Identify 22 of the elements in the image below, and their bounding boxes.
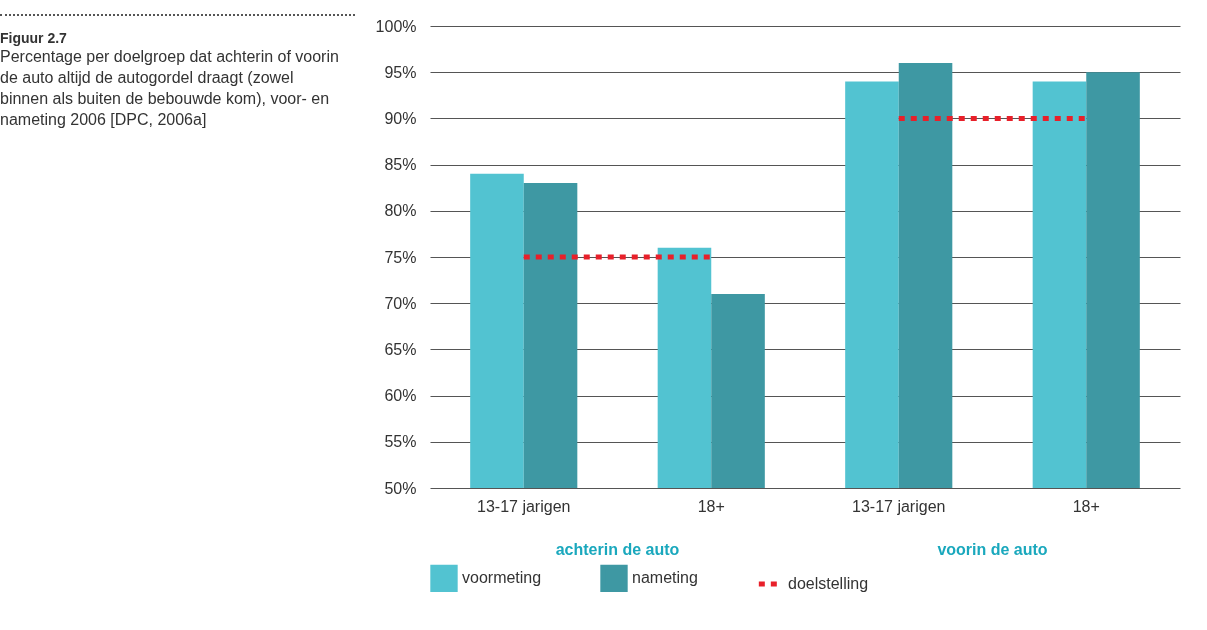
y-tick-label: 50% [384,479,417,497]
y-tick-label: 100% [375,17,417,35]
legend-label: doelstelling [788,575,869,592]
y-tick-label: 85% [384,156,417,174]
y-tick-label: 65% [384,340,417,358]
y-tick-label: 75% [384,248,417,266]
text: achterin de auto [555,541,680,558]
x-tick-label: 13-17 jarigen [852,497,946,515]
y-tick-label: 95% [384,63,417,81]
y-tick-label: 90% [384,109,417,127]
y-tick-label: 60% [384,387,417,405]
y-tick-label: 55% [384,433,417,451]
y-tick-label: 80% [384,202,417,220]
legend-label: nameting [632,569,698,587]
legend-label: voormeting [462,569,542,587]
text: voorin de auto [937,541,1048,558]
y-tick-label: 70% [384,294,417,312]
x-tick-label: 18+ [1072,497,1100,515]
x-tick-label: 18+ [697,497,725,515]
text: Figuur 2.7 [0,30,68,46]
text: Percentage per doelgroep dat achterin of voorin de auto altijd de autogordel draagt (zowel binnen als buiten de bebouwde kom), voor- en nameting 2006 [DPC, 2006a] [0,47,340,130]
x-tick-label: 13-17 jarigen [477,497,571,515]
